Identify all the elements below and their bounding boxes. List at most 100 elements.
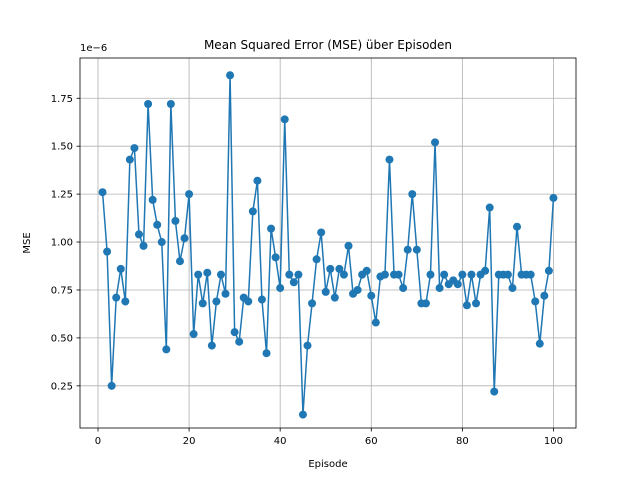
- data-point: [189, 330, 198, 339]
- data-point: [335, 264, 344, 273]
- grid-lines: [80, 58, 576, 428]
- data-point: [198, 299, 207, 308]
- data-point: [308, 299, 317, 308]
- x-tick-label: 100: [544, 436, 563, 447]
- data-point: [462, 301, 471, 310]
- data-point: [103, 247, 112, 256]
- data-point: [207, 341, 216, 350]
- data-point: [312, 255, 321, 264]
- data-point: [503, 270, 512, 279]
- x-axis-label: Episode: [308, 459, 347, 470]
- data-point: [112, 293, 121, 302]
- y-tick-label: 0.75: [51, 285, 73, 296]
- x-tick-label: 60: [365, 436, 378, 447]
- data-point: [362, 266, 371, 275]
- data-point: [467, 270, 476, 279]
- data-point: [526, 270, 535, 279]
- data-point: [139, 241, 148, 250]
- data-point: [321, 287, 330, 296]
- data-point: [175, 257, 184, 266]
- data-point: [212, 297, 221, 306]
- data-point: [289, 278, 298, 287]
- y-tick-label: 1.00: [51, 238, 73, 249]
- y-tick-label: 0.25: [51, 381, 73, 392]
- data-point: [513, 222, 522, 231]
- data-point: [253, 176, 262, 185]
- data-point: [162, 345, 171, 354]
- plot-frame: [79, 57, 577, 429]
- y-tick-label: 1.75: [51, 94, 73, 105]
- data-point: [431, 138, 440, 147]
- data-point: [549, 193, 558, 202]
- data-point: [303, 341, 312, 350]
- data-point: [194, 270, 203, 279]
- data-point: [540, 291, 549, 300]
- data-point: [235, 337, 244, 346]
- data-point: [130, 144, 139, 153]
- data-point: [426, 270, 435, 279]
- axis-ticks: 0 20 40 60 80 100 0.25 0.50 0.75 1.00 1.25 1.50 1.75: [51, 94, 563, 447]
- data-point: [171, 216, 180, 225]
- chart-title: Mean Squared Error (MSE) über Episoden: [204, 38, 452, 52]
- data-point: [330, 293, 339, 302]
- data-point: [481, 266, 490, 275]
- data-point: [276, 284, 285, 293]
- data-point: [134, 230, 143, 239]
- data-point: [294, 270, 303, 279]
- data-point: [244, 297, 253, 306]
- data-point: [371, 318, 380, 327]
- data-point: [317, 228, 326, 237]
- data-point: [408, 190, 417, 199]
- data-point: [166, 100, 175, 109]
- series-mse: [98, 71, 558, 419]
- data-point: [144, 100, 153, 109]
- data-point: [180, 234, 189, 243]
- data-point: [440, 270, 449, 279]
- data-point: [490, 387, 499, 396]
- data-point: [380, 270, 389, 279]
- data-point: [535, 339, 544, 348]
- data-point: [531, 297, 540, 306]
- data-point: [399, 284, 408, 293]
- data-point: [403, 245, 412, 254]
- data-point: [435, 284, 444, 293]
- plot-area: [80, 58, 576, 428]
- data-point: [157, 238, 166, 247]
- data-point: [148, 195, 157, 204]
- data-point: [248, 207, 257, 216]
- data-point: [453, 280, 462, 289]
- data-point: [485, 203, 494, 212]
- x-tick-label: 80: [456, 436, 469, 447]
- y-tick-label: 1.50: [51, 142, 73, 153]
- y-offset-label: 1e−6: [80, 43, 107, 54]
- data-point: [267, 224, 276, 233]
- data-point: [394, 270, 403, 279]
- data-point: [367, 291, 376, 300]
- data-point: [257, 295, 266, 304]
- data-point: [98, 188, 107, 197]
- data-point: [285, 270, 294, 279]
- data-point: [385, 155, 394, 164]
- data-point: [185, 190, 194, 199]
- data-point: [203, 268, 212, 277]
- x-tick-label: 20: [183, 436, 196, 447]
- data-point: [508, 284, 517, 293]
- data-point: [221, 289, 230, 298]
- data-point: [339, 270, 348, 279]
- data-point: [472, 299, 481, 308]
- data-point: [262, 349, 271, 358]
- data-point: [271, 253, 280, 262]
- data-point: [544, 266, 553, 275]
- data-point: [216, 270, 225, 279]
- data-point: [412, 245, 421, 254]
- data-point: [280, 115, 289, 124]
- data-point: [153, 220, 162, 229]
- data-point: [298, 410, 307, 419]
- y-tick-label: 0.50: [51, 333, 73, 344]
- data-point: [344, 241, 353, 250]
- x-tick-label: 40: [274, 436, 287, 447]
- data-point: [326, 264, 335, 273]
- data-point: [421, 299, 430, 308]
- x-tick-label: 0: [95, 436, 101, 447]
